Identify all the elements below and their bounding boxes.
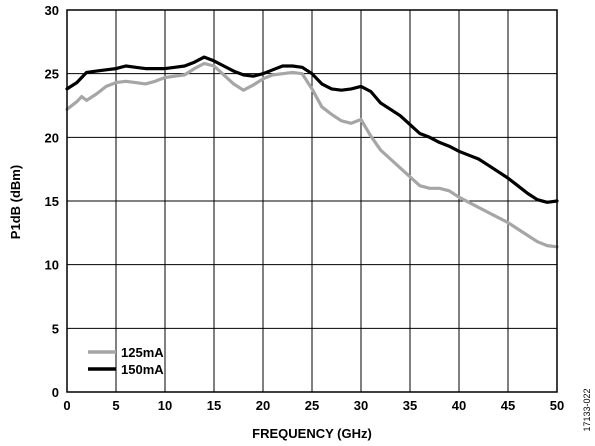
figure-id: 17133-022 bbox=[582, 388, 592, 431]
x-tick-label: 30 bbox=[354, 398, 368, 413]
y-tick-label: 5 bbox=[52, 321, 59, 336]
legend-label-125mA: 125mA bbox=[121, 345, 164, 360]
y-tick-label: 10 bbox=[45, 258, 59, 273]
y-tick-label: 15 bbox=[45, 194, 59, 209]
series-group bbox=[65, 55, 559, 249]
y-tick-label: 20 bbox=[45, 130, 59, 145]
y-tick-label: 30 bbox=[45, 3, 59, 18]
x-tick-label: 20 bbox=[256, 398, 270, 413]
x-tick-label: 5 bbox=[112, 398, 119, 413]
x-tick-label: 25 bbox=[305, 398, 319, 413]
plot-frame bbox=[66, 9, 558, 393]
y-tick-label: 0 bbox=[52, 385, 59, 400]
tick-labels: 0 5 10 15 20 25 30 35 40 45 50 0 5 10 15 20 25 30 bbox=[45, 3, 565, 413]
x-tick-label: 40 bbox=[452, 398, 466, 413]
x-tick-label: 35 bbox=[403, 398, 417, 413]
x-tick-label: 45 bbox=[501, 398, 515, 413]
series-line-150mA bbox=[65, 55, 559, 204]
x-tick-label: 0 bbox=[63, 398, 70, 413]
x-tick-label: 10 bbox=[158, 398, 172, 413]
x-tick-label: 50 bbox=[550, 398, 564, 413]
y-axis-title: P1dB (dBm) bbox=[8, 165, 23, 239]
legend-label-150mA: 150mA bbox=[121, 362, 164, 377]
x-tick-label: 15 bbox=[207, 398, 221, 413]
series-line-125mA bbox=[65, 61, 559, 249]
y-tick-label: 25 bbox=[45, 67, 59, 82]
x-axis-title: FREQUENCY (GHz) bbox=[252, 426, 372, 441]
legend: 125mA 150mA bbox=[88, 345, 164, 377]
